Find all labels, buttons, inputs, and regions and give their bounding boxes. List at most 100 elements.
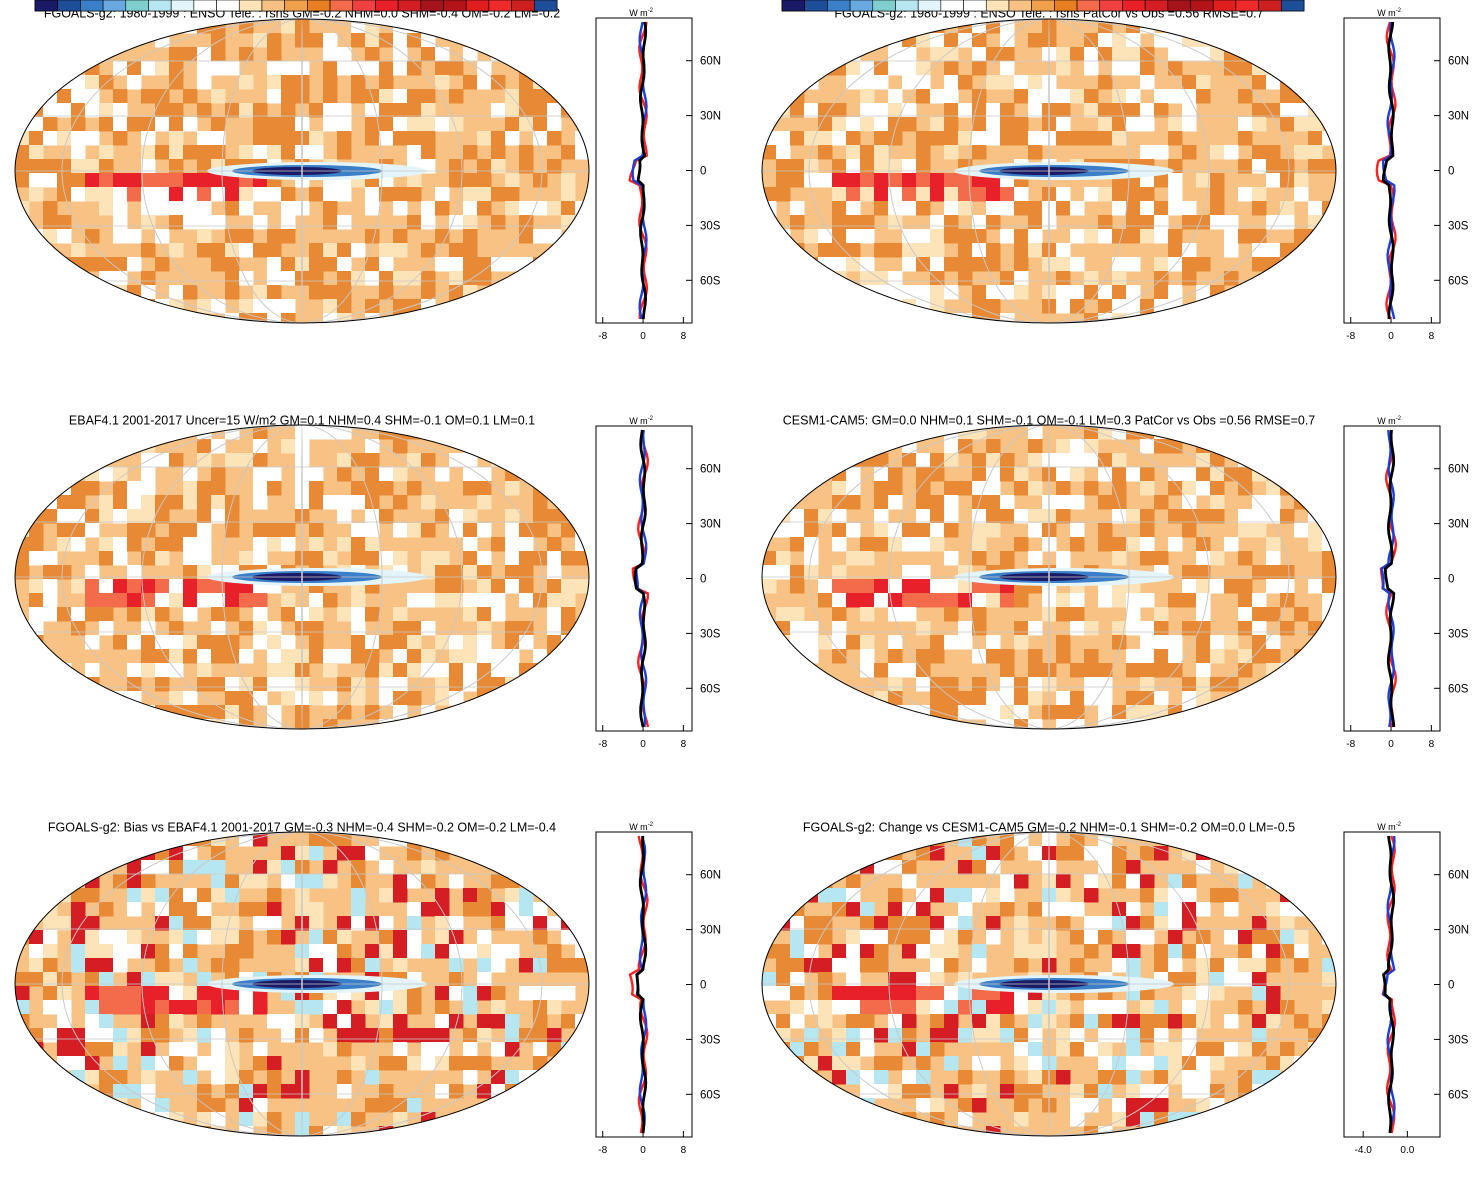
zonal-xtick: 0.0: [1400, 1145, 1414, 1156]
zonal-ytick: 60S: [1448, 683, 1469, 695]
map-field: [15, 19, 589, 323]
colorbar-label: -8: [117, 0, 134, 5]
zonal-ytick: 30N: [700, 111, 721, 123]
colorbar-label: 2: [1094, 0, 1105, 5]
colorbar-label: 6: [1185, 0, 1196, 5]
zonal-xtick: 8: [681, 739, 687, 750]
zonal-ytick: 0: [700, 980, 706, 992]
zonal-ytick: 30N: [1448, 925, 1469, 937]
zonal-xtick: -8: [1346, 739, 1355, 750]
panel-p5: FGOALS-g2: Bias vs EBAF4.1 2001-2017 GM=…: [14, 0, 721, 1156]
zonal-xtick: 8: [1429, 739, 1435, 750]
colorbar-label: 10: [524, 0, 545, 5]
panel-title: FGOALS-g2: Bias vs EBAF4.1 2001-2017 GM=…: [48, 820, 556, 834]
colorbar: -10 -8 -6 -4 -2 0 2 4 6 8 10: [781, 0, 1305, 12]
colorbar-label: -8: [864, 0, 881, 5]
zonal-ytick: 30S: [1448, 220, 1469, 232]
zonal-ytick: 0: [1448, 980, 1454, 992]
zonal-ytick: 0: [700, 574, 706, 586]
zonal-xtick: -8: [598, 331, 607, 342]
colorbar-label: 0: [302, 0, 313, 5]
zonal-xtick: 0: [640, 739, 646, 750]
panel-p3: EBAF4.1 2001-2017 Uncer=15 W/m2 GM=0.1 N…: [14, 0, 721, 750]
zonal-ytick: 30S: [1448, 1034, 1469, 1046]
zonal-ytick: 60N: [700, 464, 721, 476]
panel-p2: FGOALS-g2: 1980-1999 : ENSO Tele. : rsns…: [761, 0, 1469, 342]
zonal-ytick: 30N: [700, 519, 721, 531]
zonal-ytick: 60S: [700, 1089, 721, 1101]
map-outline: [14, 424, 590, 730]
zonal-ytick: 60S: [700, 275, 721, 287]
map-outline: [14, 18, 590, 324]
zonal-ytick: 30S: [700, 628, 721, 640]
zonal-ytick: 60N: [1448, 56, 1469, 68]
zonal-xtick: 8: [681, 331, 687, 342]
zonal-xtick: 8: [1429, 331, 1435, 342]
zonal-ytick: 0: [1448, 166, 1454, 178]
zonal-ytick: 60S: [1448, 1089, 1469, 1101]
panel-title: FGOALS-g2: Change vs CESM1-CAM5 GM=-0.2 …: [803, 820, 1295, 834]
zonal-mean-plot: W m-2 60N 30N 0 30S 60S -4.0 0.0: [1343, 822, 1469, 1156]
zonal-xtick: 8: [681, 1145, 687, 1156]
colorbar: -10 -8 -6 -4 -2 0 2 4 6 8 10: [34, 0, 558, 12]
zonal-xtick: -8: [598, 1145, 607, 1156]
zonal-xtick: -4.0: [1355, 1145, 1373, 1156]
zonal-xtick: 0: [1388, 739, 1394, 750]
zonal-ytick: 60N: [700, 870, 721, 882]
zonal-ytick: 60S: [700, 683, 721, 695]
zonal-xtick: 0: [1388, 331, 1394, 342]
colorbar-label: -2: [1001, 0, 1018, 5]
zonal-xtick: -8: [598, 739, 607, 750]
zonal-xtick: -8: [1346, 331, 1355, 342]
zonal-ytick: 30N: [700, 925, 721, 937]
zonal-ytick: 60N: [1448, 464, 1469, 476]
colorbar-label: -10: [67, 0, 94, 5]
panel-title: EBAF4.1 2001-2017 Uncer=15 W/m2 GM=0.1 N…: [69, 413, 535, 427]
colorbar-label: 2: [347, 0, 358, 5]
colorbar-label: -4: [208, 0, 225, 5]
map-field: [15, 425, 589, 729]
colorbar-label: 4: [393, 0, 404, 5]
colorbar-label: 6: [438, 0, 449, 5]
map-field: [15, 832, 589, 1136]
zonal-mean-plot: W m-2 60N 30N 0 30S 60S -8 0 8: [1343, 8, 1469, 342]
zonal-unit-label: W m-2: [1377, 8, 1401, 18]
zonal-ytick: 60N: [1448, 870, 1469, 882]
zonal-xtick: 0: [640, 1145, 646, 1156]
zonal-mean-plot: W m-2 60N 30N 0 30S 60S -8 0 8: [595, 416, 721, 750]
zonal-mean-plot: W m-2 60N 30N 0 30S 60S -8 0 8: [595, 822, 721, 1156]
zonal-unit-label: W m-2: [629, 822, 653, 832]
colorbar-label: -10: [814, 0, 841, 5]
map-outline: [761, 831, 1337, 1137]
colorbar-label: -6: [910, 0, 927, 5]
zonal-mean-plot: W m-2 60N 30N 0 30S 60S -8 0 8: [595, 8, 721, 342]
zonal-unit-label: W m-2: [629, 416, 653, 426]
zonal-ytick: 0: [700, 166, 706, 178]
map-field: [762, 19, 1336, 323]
zonal-unit-label: W m-2: [629, 8, 653, 18]
zonal-unit-label: W m-2: [1377, 416, 1401, 426]
zonal-xtick: 0: [640, 331, 646, 342]
colorbar-label: 8: [484, 0, 495, 5]
zonal-ytick: 30N: [1448, 519, 1469, 531]
map-field: [762, 425, 1336, 729]
panel-title: CESM1-CAM5: GM=0.0 NHM=0.1 SHM=-0.1 OM=-…: [783, 413, 1316, 427]
zonal-ytick: 30S: [1448, 628, 1469, 640]
zonal-ytick: 60S: [1448, 275, 1469, 287]
colorbar-label: 0: [1049, 0, 1060, 5]
panel-p1: FGOALS-g2: 1980-1999 : ENSO Tele. : rsns…: [14, 0, 721, 342]
zonal-unit-label: W m-2: [1377, 822, 1401, 832]
colorbar-label: -2: [254, 0, 271, 5]
map-outline: [761, 18, 1337, 324]
colorbar-label: 8: [1231, 0, 1242, 5]
colorbar-label: 4: [1140, 0, 1151, 5]
map-outline: [761, 424, 1337, 730]
zonal-ytick: 30S: [700, 1034, 721, 1046]
colorbar-label: 10: [1271, 0, 1292, 5]
map-outline: [14, 831, 590, 1137]
zonal-ytick: 30S: [700, 220, 721, 232]
zonal-ytick: 30N: [1448, 111, 1469, 123]
zonal-mean-plot: W m-2 60N 30N 0 30S 60S -8 0 8: [1343, 416, 1469, 750]
zonal-ytick: 0: [1448, 574, 1454, 586]
map-field: [762, 832, 1336, 1136]
